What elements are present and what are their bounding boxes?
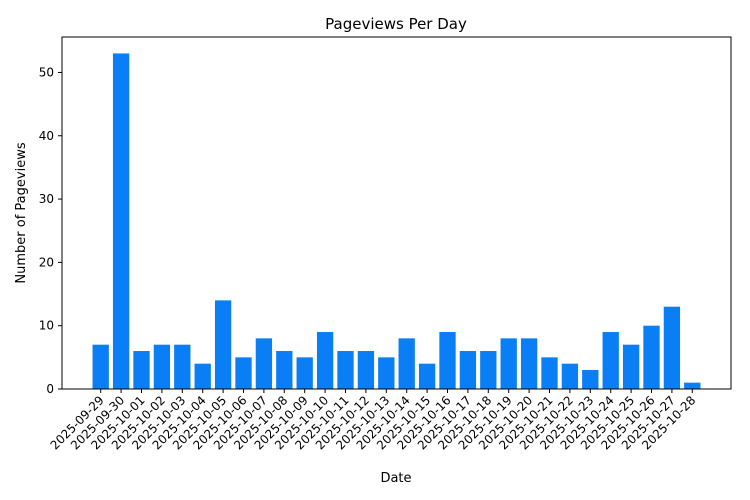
bar-2025-10-11 xyxy=(337,351,354,389)
bar-2025-10-24 xyxy=(602,332,619,389)
bar-2025-10-21 xyxy=(541,357,558,389)
y-tick-label: 40 xyxy=(39,129,54,143)
bar-2025-10-26 xyxy=(643,325,660,389)
chart-title: Pageviews Per Day xyxy=(325,15,467,33)
bar-2025-10-12 xyxy=(357,351,375,389)
bar-2025-10-06 xyxy=(235,357,252,389)
y-axis-label: Number of Pageviews xyxy=(14,142,29,283)
y-axis: 0 10 20 30 40 50 xyxy=(39,65,62,396)
bar-2025-10-01 xyxy=(133,351,150,389)
bar-2025-09-29 xyxy=(92,344,109,389)
bar-2025-10-22 xyxy=(561,363,579,389)
bar-2025-10-25 xyxy=(622,344,640,389)
y-tick-label: 20 xyxy=(39,255,54,269)
y-tick-label: 0 xyxy=(46,382,54,396)
bar-2025-10-02 xyxy=(153,344,171,389)
bar-2025-10-17 xyxy=(459,351,477,389)
bar-2025-10-28 xyxy=(684,382,701,389)
bar-2025-10-07 xyxy=(255,338,273,389)
bar-2025-09-30 xyxy=(112,53,130,390)
y-tick-label: 50 xyxy=(39,65,54,79)
bar-2025-10-13 xyxy=(378,357,395,389)
bar-2025-10-27 xyxy=(663,306,681,389)
bar-2025-10-20 xyxy=(520,338,538,389)
bar-2025-10-19 xyxy=(500,338,517,389)
bar-2025-10-05 xyxy=(214,300,232,389)
bar-2025-10-23 xyxy=(582,370,599,389)
bar-2025-10-16 xyxy=(439,332,456,389)
y-tick-label: 30 xyxy=(39,192,54,206)
x-axis-label: Date xyxy=(380,471,411,486)
bar-2025-10-09 xyxy=(296,357,313,389)
x-axis: 2025-09-292025-09-302025-10-012025-10-02… xyxy=(48,389,698,452)
bar-group xyxy=(92,53,701,390)
bar-2025-10-03 xyxy=(174,344,191,389)
bar-2025-10-08 xyxy=(276,351,293,389)
bar-2025-10-14 xyxy=(398,338,415,389)
bar-2025-10-15 xyxy=(418,363,436,389)
y-tick-label: 10 xyxy=(39,319,54,333)
bar-2025-10-10 xyxy=(316,332,334,389)
bar-2025-10-18 xyxy=(480,351,497,389)
bar-2025-10-04 xyxy=(194,363,211,389)
plot-frame xyxy=(61,36,732,390)
